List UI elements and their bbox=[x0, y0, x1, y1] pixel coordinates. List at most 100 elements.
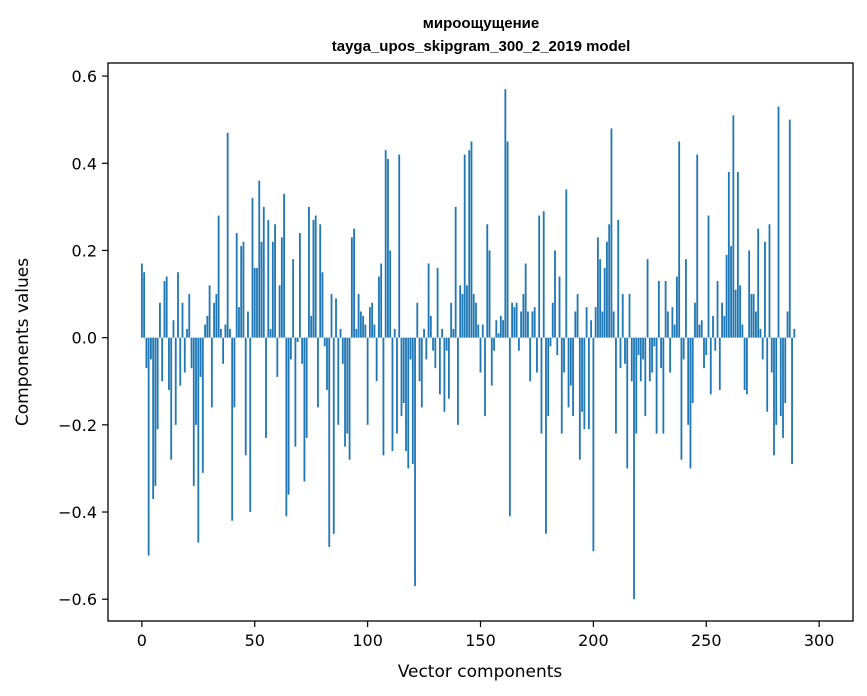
bar bbox=[725, 254, 728, 338]
bar bbox=[718, 337, 721, 390]
bar bbox=[587, 337, 590, 430]
bar bbox=[278, 285, 281, 338]
bar bbox=[224, 324, 227, 338]
bar bbox=[596, 237, 599, 338]
bar bbox=[768, 224, 771, 338]
bar bbox=[253, 267, 256, 338]
bar bbox=[350, 237, 353, 338]
bar bbox=[689, 337, 692, 469]
bar bbox=[436, 267, 439, 338]
bar bbox=[425, 337, 428, 360]
bar bbox=[387, 158, 389, 338]
bar bbox=[685, 259, 687, 338]
bar bbox=[504, 89, 507, 338]
bar bbox=[312, 219, 315, 338]
bar bbox=[592, 337, 595, 552]
bar bbox=[366, 337, 369, 425]
bar bbox=[346, 337, 349, 434]
bar bbox=[337, 337, 340, 425]
bar bbox=[714, 337, 717, 351]
bar bbox=[730, 246, 732, 338]
bar bbox=[671, 307, 674, 338]
bar bbox=[678, 141, 681, 338]
bar bbox=[786, 311, 789, 338]
bar bbox=[793, 328, 796, 338]
bar bbox=[540, 337, 543, 434]
bar bbox=[547, 337, 550, 417]
bar bbox=[642, 337, 644, 360]
bar bbox=[378, 276, 380, 338]
bar bbox=[280, 237, 283, 338]
bar bbox=[427, 263, 430, 338]
bars-group bbox=[140, 89, 796, 600]
bar bbox=[206, 315, 209, 338]
bar bbox=[732, 115, 735, 338]
bar bbox=[599, 259, 602, 338]
bar bbox=[484, 337, 486, 417]
bar bbox=[637, 337, 640, 356]
bar bbox=[511, 302, 514, 338]
bar bbox=[741, 324, 744, 338]
y-tick-label: −0.4 bbox=[58, 503, 97, 522]
bar bbox=[590, 320, 593, 338]
x-axis-ticks: 0 50 100 150 200 250 300 bbox=[137, 621, 834, 650]
bar bbox=[398, 154, 401, 338]
y-tick-label: −0.2 bbox=[58, 416, 97, 435]
bar bbox=[779, 337, 782, 417]
bar bbox=[703, 337, 705, 369]
bar bbox=[256, 267, 258, 338]
bar bbox=[432, 337, 434, 351]
bar bbox=[240, 246, 243, 338]
bar bbox=[213, 302, 216, 338]
bar bbox=[603, 267, 606, 338]
bar bbox=[549, 337, 552, 347]
y-axis-label: Components values bbox=[13, 258, 33, 426]
bar bbox=[558, 276, 561, 338]
bar bbox=[285, 337, 288, 517]
bar bbox=[578, 337, 581, 460]
bar bbox=[274, 224, 276, 338]
bar bbox=[495, 320, 498, 338]
bar bbox=[382, 337, 385, 456]
bar bbox=[743, 337, 746, 390]
bar bbox=[310, 315, 313, 338]
bar bbox=[140, 263, 143, 338]
bar bbox=[554, 250, 556, 338]
bar bbox=[411, 337, 414, 465]
bar bbox=[393, 328, 396, 338]
y-axis-ticks: −0.6 −0.4 −0.2 0.0 0.2 0.4 0.6 bbox=[58, 67, 108, 609]
bar bbox=[734, 289, 737, 338]
bar bbox=[791, 337, 793, 465]
bar bbox=[301, 337, 304, 364]
bar bbox=[698, 324, 701, 338]
bar bbox=[707, 215, 710, 338]
bar bbox=[332, 337, 335, 534]
bar bbox=[226, 132, 229, 338]
bar bbox=[375, 337, 378, 382]
bar bbox=[201, 337, 204, 473]
bar bbox=[420, 337, 423, 408]
bar bbox=[197, 337, 200, 543]
bar bbox=[680, 337, 683, 460]
bar bbox=[700, 320, 703, 338]
bar bbox=[195, 337, 197, 425]
bar bbox=[156, 337, 159, 430]
bar bbox=[488, 250, 491, 338]
bar bbox=[319, 224, 322, 338]
bar bbox=[344, 337, 346, 447]
bar bbox=[188, 294, 191, 338]
bar bbox=[619, 337, 622, 369]
bar bbox=[452, 328, 455, 338]
bar bbox=[389, 250, 392, 338]
bar bbox=[567, 337, 570, 408]
bar bbox=[380, 263, 383, 338]
bar bbox=[283, 193, 285, 338]
bar bbox=[233, 337, 236, 408]
plot-area-frame bbox=[107, 62, 854, 622]
bar bbox=[330, 294, 333, 338]
bar bbox=[727, 171, 730, 338]
bar bbox=[441, 328, 444, 338]
bar bbox=[159, 302, 161, 338]
bar bbox=[235, 233, 238, 338]
x-tick-label: 200 bbox=[578, 631, 609, 650]
